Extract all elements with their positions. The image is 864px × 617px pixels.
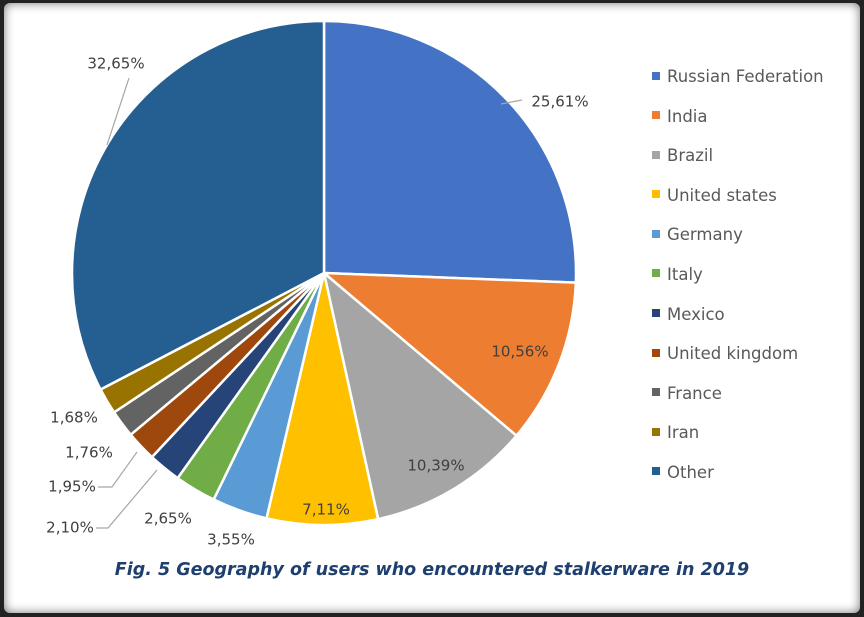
legend-label: Russian Federation: [667, 67, 824, 86]
legend-swatch: [652, 71, 660, 80]
legend-label: India: [667, 106, 708, 126]
legend-item-other: Other: [652, 460, 852, 500]
legend-swatch: [652, 190, 660, 199]
data-label-other: 32,65%: [87, 55, 144, 73]
legend-swatch: [652, 269, 660, 278]
legend-label: Brazil: [667, 146, 714, 166]
pie-slice-brazil: [322, 271, 518, 521]
data-label-united-kingdom: 1,95%: [48, 478, 96, 496]
legend: Russian Federation India Brazil United stat…: [652, 64, 852, 500]
legend-label: Germany: [667, 225, 743, 245]
pie-slice-other: [70, 19, 326, 391]
legend-label: Other: [667, 462, 714, 482]
legend-swatch: [652, 229, 660, 238]
legend-swatch: [652, 467, 660, 476]
legend-item-mexico: Mexico: [652, 302, 852, 342]
data-label-brazil: 10,39%: [407, 457, 464, 475]
legend-item-united-states: United states: [652, 183, 852, 223]
data-label-russian-federation: 25,61%: [531, 93, 588, 111]
leader-line-mexico: [96, 469, 158, 529]
leader-lines: [96, 77, 523, 529]
figure-caption: Fig. 5 Geography of users who encountere…: [114, 560, 750, 580]
pie-slice-united-states: [265, 271, 380, 527]
leader-line-russian-federation: [500, 99, 523, 105]
legend-label: Italy: [667, 264, 703, 284]
legend-item-brazil: Brazil: [652, 143, 852, 183]
legend-item-france: France: [652, 381, 852, 421]
legend-swatch: [652, 111, 660, 120]
legend-swatch: [652, 309, 660, 318]
data-label-italy: 2,65%: [144, 510, 192, 528]
legend-label: Mexico: [667, 304, 725, 324]
legend-item-russian-federation: Russian Federation: [652, 64, 852, 104]
pie-slices: [70, 19, 578, 527]
pie-slice-russian-federation: [322, 19, 578, 284]
data-label-india: 10,56%: [491, 343, 548, 361]
legend-label: Iran: [667, 423, 700, 443]
leader-line-other: [106, 77, 130, 146]
data-label-france: 1,76%: [65, 444, 113, 462]
legend-item-india: India: [652, 104, 852, 144]
legend-swatch: [652, 150, 660, 159]
legend-item-united-kingdom: United kingdom: [652, 341, 852, 381]
legend-item-italy: Italy: [652, 262, 852, 302]
legend-swatch: [652, 388, 660, 397]
legend-item-germany: Germany: [652, 222, 852, 262]
data-label-united-states: 7,11%: [302, 501, 350, 519]
legend-label: United kingdom: [667, 344, 799, 364]
data-label-germany: 3,55%: [207, 531, 255, 549]
legend-label: France: [667, 383, 722, 403]
data-label-iran: 1,68%: [50, 409, 98, 427]
leader-line-united-kingdom: [98, 451, 138, 488]
legend-item-iran: Iran: [652, 420, 852, 460]
legend-swatch: [652, 348, 660, 357]
legend-swatch: [652, 427, 660, 436]
data-label-mexico: 2,10%: [46, 519, 94, 537]
legend-label: United states: [667, 185, 777, 205]
pie-slice-india: [322, 271, 578, 437]
data-labels: 25,61% 10,56% 10,39% 7,11% 3,55% 2,65% 2,10% 1,…: [46, 55, 588, 549]
